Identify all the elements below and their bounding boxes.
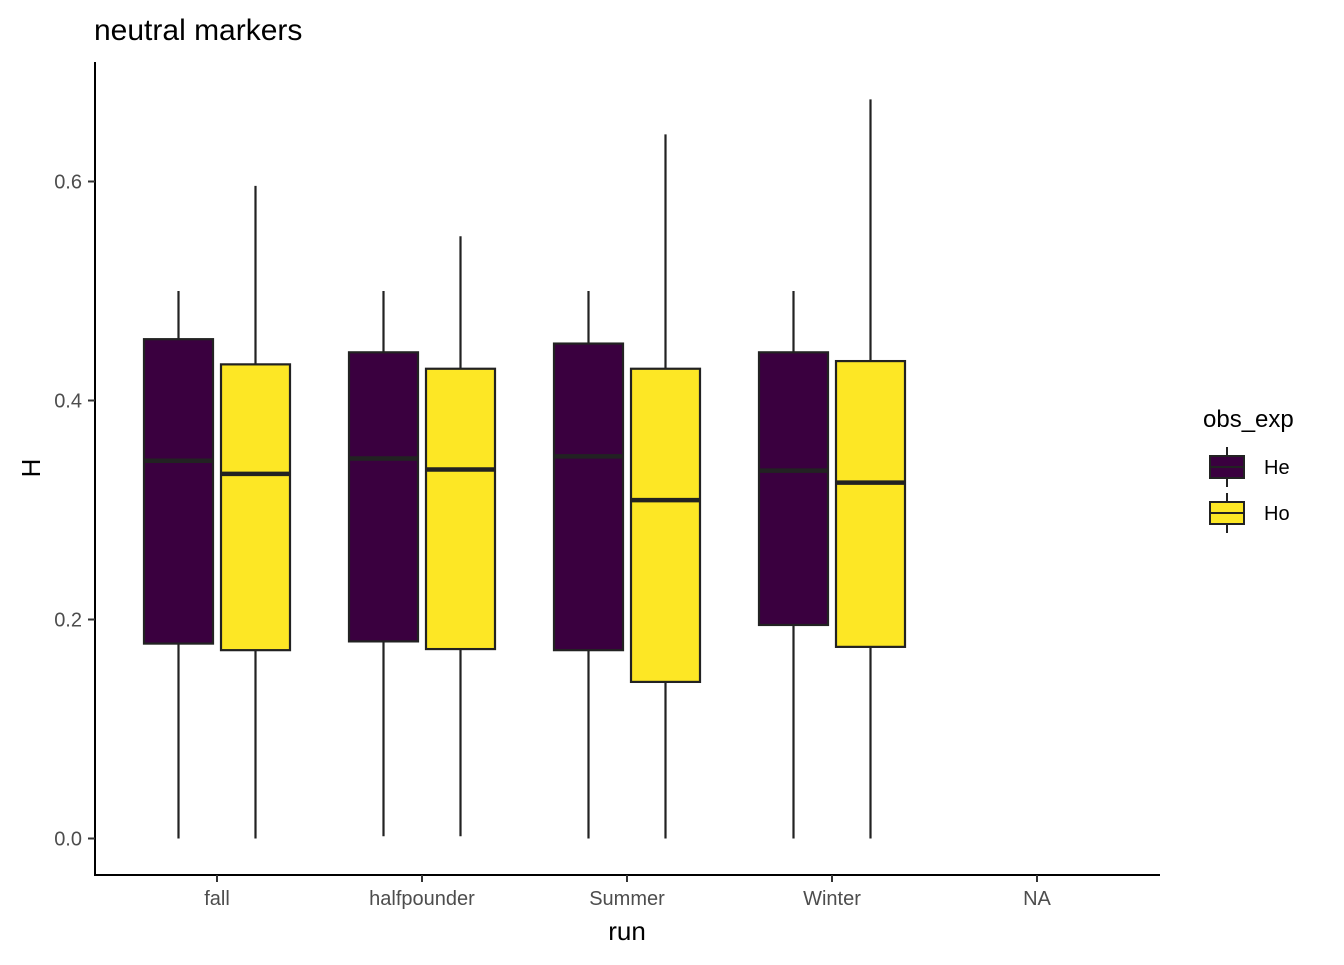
iqr-box [757, 351, 830, 627]
legend-title: obs_exp [1203, 406, 1294, 433]
y-ticks-layer: 0.0 0.2 0.4 0.6 [54, 172, 95, 851]
box-He-Winter [757, 291, 830, 839]
iqr-box [552, 342, 625, 652]
x-tick-label: halfpounder [369, 888, 475, 910]
x-tick-label: fall [204, 888, 230, 910]
y-tick-label: 0.4 [54, 391, 82, 413]
y-axis-title: H [16, 459, 46, 478]
box-Ho-Winter [834, 99, 907, 839]
box-Ho-fall [219, 185, 292, 839]
x-tick-label: NA [1023, 888, 1051, 910]
legend: obs_exp He Ho [1203, 406, 1294, 533]
iqr-box [834, 359, 907, 648]
x-axis-title: run [608, 916, 646, 946]
legend-label: He [1264, 457, 1290, 479]
box-He-fall [142, 291, 215, 839]
box-He-Summer [552, 291, 625, 839]
x-tick-label: Summer [589, 888, 665, 910]
box-Ho-Summer [629, 134, 702, 839]
legend-item-He: He [1209, 447, 1290, 487]
iqr-box [347, 351, 420, 643]
x-tick-label: Winter [803, 888, 861, 910]
x-ticks-layer: fall halfpounder Summer Winter NA [204, 875, 1052, 910]
iqr-box [142, 338, 215, 645]
boxes-layer [142, 99, 907, 839]
legend-items: He Ho [1209, 447, 1290, 533]
legend-item-Ho: Ho [1209, 493, 1290, 533]
iqr-box [629, 367, 702, 684]
y-tick-label: 0.6 [54, 172, 82, 194]
legend-label: Ho [1264, 503, 1290, 525]
iqr-box [219, 363, 292, 652]
y-tick-label: 0.2 [54, 610, 82, 632]
y-tick-label: 0.0 [54, 829, 82, 851]
box-Ho-halfpounder [424, 236, 497, 837]
chart-title: neutral markers [94, 14, 302, 47]
box-He-halfpounder [347, 291, 420, 837]
iqr-box [424, 367, 497, 651]
